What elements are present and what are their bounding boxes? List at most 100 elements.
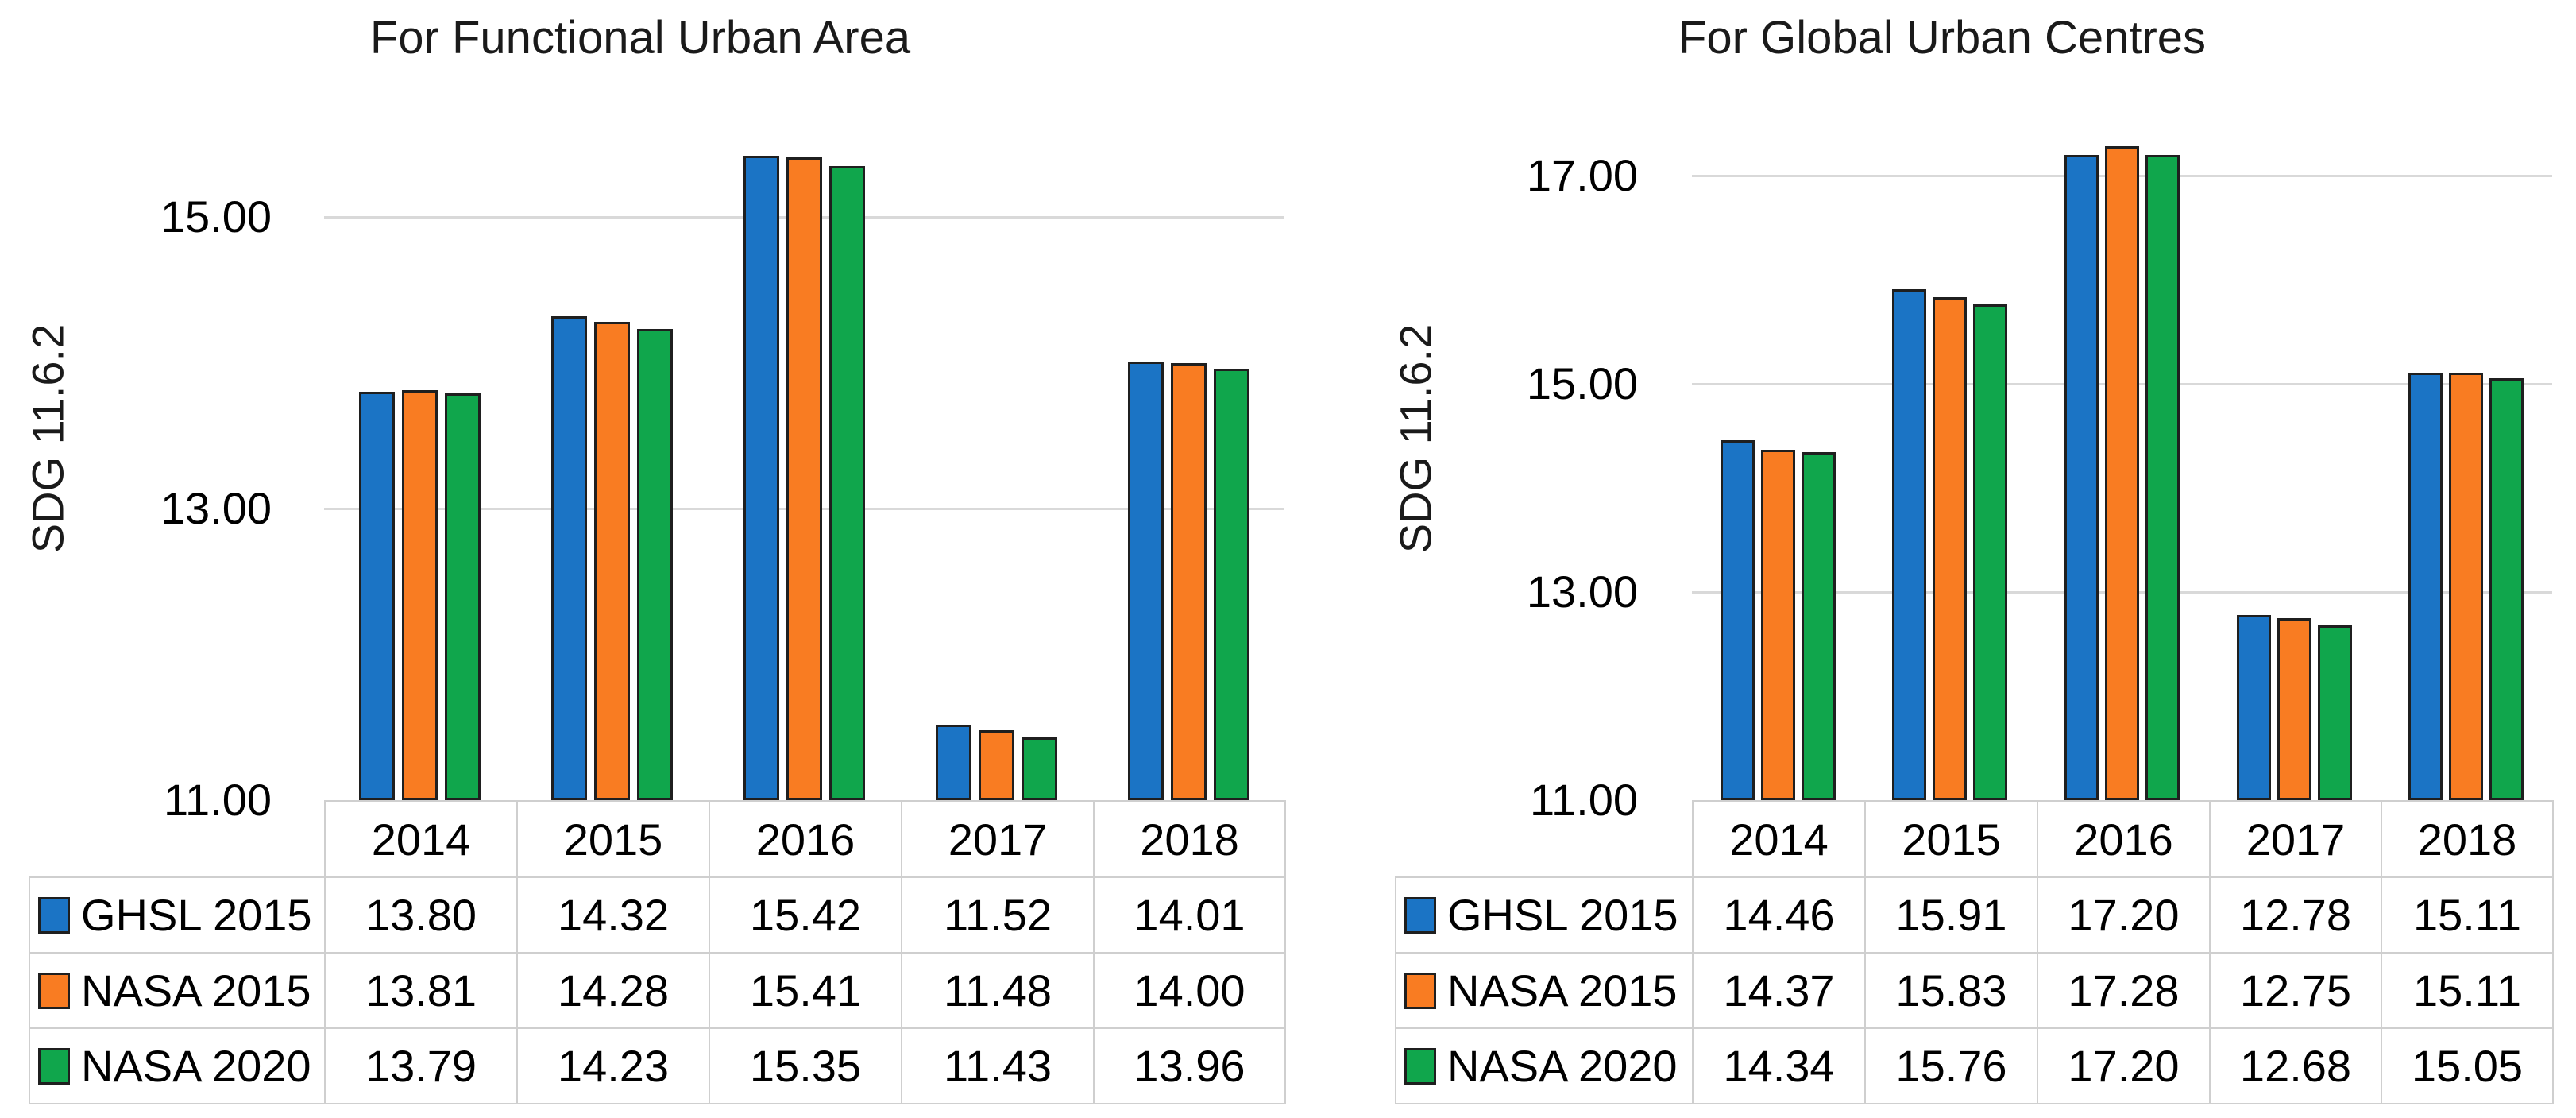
bar-ghsl-2015-2015 (551, 315, 588, 800)
bar-ghsl-2015-2014 (1720, 439, 1755, 800)
bar-ghsl-2015-2018 (2408, 372, 2443, 800)
data-table: 2014 2015 2016 2017 2018 GHSL 2015 13.80 14.32 1… (29, 800, 1286, 1104)
legend-swatch (38, 1047, 70, 1085)
y-tick-label: 15.00 (1526, 358, 1638, 408)
value-cell: 13.96 (1093, 1027, 1286, 1104)
bar-nasa-2020-2016 (829, 165, 865, 800)
year-header-row: 2014 2015 2016 2017 2018 (1396, 800, 2554, 878)
legend-entry: GHSL 2015 (1397, 889, 1691, 941)
year-cell: 2014 (1692, 800, 1866, 878)
year-cell: 2015 (1864, 800, 2038, 878)
series-name-label: NASA 2015 (1447, 965, 1678, 1015)
series-legend-cell: NASA 2015 (29, 952, 326, 1029)
series-legend-cell: GHSL 2015 (29, 876, 326, 954)
year-cell: 2017 (2209, 800, 2382, 878)
bar-nasa-2015-2015 (594, 322, 631, 800)
bar-nasa-2015-2018 (1170, 362, 1207, 800)
year-cell: 2018 (1093, 800, 1286, 878)
series-row: NASA 2020 13.79 14.23 15.35 11.43 13.96 (29, 1027, 1286, 1104)
y-tick-label: 11.00 (164, 775, 272, 825)
series-row: NASA 2015 13.81 14.28 15.41 11.48 14.00 (29, 952, 1286, 1029)
bar-nasa-2020-2018 (2489, 378, 2524, 800)
series-name-label: NASA 2015 (81, 965, 311, 1015)
bar-nasa-2015-2016 (786, 157, 822, 800)
series-legend-cell: GHSL 2015 (1395, 876, 1694, 954)
legend-swatch (1404, 972, 1436, 1009)
bar-nasa-2020-2017 (2317, 625, 2352, 800)
series-row: NASA 2020 14.34 15.76 17.20 12.68 15.05 (1395, 1027, 2554, 1104)
series-name-label: GHSL 2015 (1447, 890, 1678, 940)
bar-ghsl-2015-2016 (743, 155, 779, 800)
bar-nasa-2020-2016 (2145, 154, 2180, 800)
series-row: GHSL 2015 14.46 15.91 17.20 12.78 15.11 (1395, 876, 2554, 954)
y-tick-label: 15.00 (160, 191, 272, 242)
bar-nasa-2020-2015 (637, 329, 674, 800)
value-cell: 15.91 (1864, 876, 2038, 954)
value-cell: 15.41 (709, 952, 902, 1029)
bar-nasa-2020-2017 (1021, 737, 1057, 800)
value-cell: 14.46 (1692, 876, 1866, 954)
y-tick-label: 17.00 (1526, 150, 1638, 200)
bar-nasa-2015-2014 (402, 390, 438, 800)
legend-entry: GHSL 2015 (31, 889, 323, 941)
series-legend-cell: NASA 2020 (29, 1027, 326, 1104)
chart-title: For Global Urban Centres (1678, 12, 2207, 64)
bar-nasa-2015-2015 (1933, 297, 1968, 800)
bar-ghsl-2015-2017 (935, 724, 971, 800)
value-cell: 13.79 (324, 1027, 518, 1104)
series-name-label: NASA 2020 (1447, 1041, 1678, 1091)
legend-swatch (1404, 1047, 1436, 1085)
series-legend-cell: NASA 2020 (1395, 1027, 1694, 1104)
bar-ghsl-2015-2015 (1892, 288, 1927, 800)
series-name-label: GHSL 2015 (81, 890, 312, 940)
value-cell: 13.81 (324, 952, 518, 1029)
value-cell: 15.83 (1864, 952, 2038, 1029)
value-cell: 15.42 (709, 876, 902, 954)
value-cell: 15.11 (2381, 876, 2554, 954)
value-cell: 12.75 (2209, 952, 2382, 1029)
bar-ghsl-2015-2017 (2236, 614, 2271, 800)
value-cell: 14.32 (516, 876, 710, 954)
value-cell: 11.43 (901, 1027, 1095, 1104)
bar-nasa-2015-2017 (978, 729, 1014, 800)
data-table: 2014 2015 2016 2017 2018 GHSL 2015 14.46 15.91 1… (1395, 800, 2554, 1104)
value-cell: 11.52 (901, 876, 1095, 954)
value-cell: 17.28 (2037, 952, 2211, 1029)
y-tick-label: 13.00 (160, 483, 272, 533)
bar-ghsl-2015-2014 (359, 392, 396, 800)
bar-ghsl-2015-2018 (1127, 361, 1164, 800)
value-cell: 14.01 (1093, 876, 1286, 954)
legend-entry: NASA 2020 (1397, 1040, 1691, 1092)
y-axis-label: SDG 11.6.2 (1390, 323, 1441, 554)
bar-nasa-2015-2018 (2449, 372, 2484, 800)
legend-swatch (38, 972, 70, 1009)
y-axis-label: SDG 11.6.2 (22, 323, 73, 554)
legend-entry: NASA 2020 (31, 1040, 323, 1092)
y-tick-label: 11.00 (1530, 775, 1638, 825)
bar-nasa-2015-2014 (1760, 449, 1795, 800)
value-cell: 15.76 (1864, 1027, 2038, 1104)
year-cell: 2014 (324, 800, 518, 878)
series-legend-cell: NASA 2015 (1395, 952, 1694, 1029)
value-cell: 14.23 (516, 1027, 710, 1104)
bar-nasa-2020-2018 (1213, 368, 1249, 800)
series-row: NASA 2015 14.37 15.83 17.28 12.75 15.11 (1395, 952, 2554, 1029)
chart-title: For Functional Urban Area (369, 12, 911, 64)
value-cell: 12.68 (2209, 1027, 2382, 1104)
value-cell: 15.05 (2381, 1027, 2554, 1104)
bar-nasa-2015-2017 (2277, 617, 2311, 800)
year-cell: 2017 (901, 800, 1095, 878)
value-cell: 14.37 (1692, 952, 1866, 1029)
value-cell: 14.28 (516, 952, 710, 1029)
series-row: GHSL 2015 13.80 14.32 15.42 11.52 14.01 (29, 876, 1286, 954)
bar-nasa-2015-2016 (2105, 146, 2139, 800)
value-cell: 15.35 (709, 1027, 902, 1104)
year-cell: 2018 (2381, 800, 2554, 878)
value-cell: 15.11 (2381, 952, 2554, 1029)
year-cell: 2015 (516, 800, 710, 878)
legend-entry: NASA 2015 (1397, 965, 1691, 1016)
bar-nasa-2020-2015 (1973, 304, 2008, 800)
